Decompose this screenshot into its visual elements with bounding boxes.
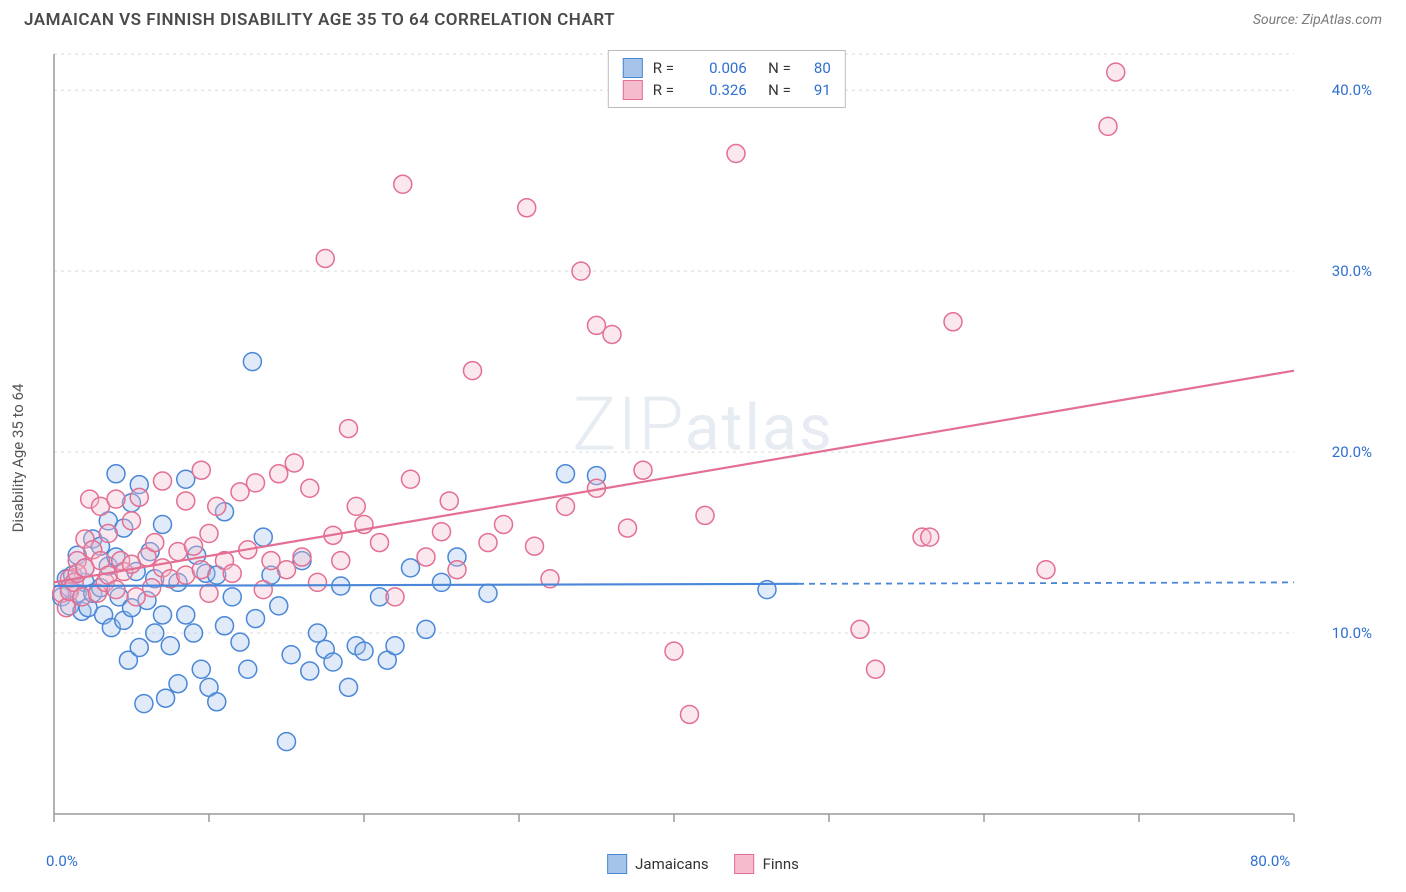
swatch-finns <box>623 80 643 100</box>
n-value-jamaicans: 80 <box>801 57 831 79</box>
y-tick-label: 10.0% <box>1332 624 1372 642</box>
legend-item-finns: Finns <box>735 854 799 874</box>
r-value-jamaicans: 0.006 <box>693 57 747 79</box>
n-value-finns: 91 <box>801 79 831 101</box>
r-label: R = <box>653 79 683 101</box>
y-tick-label: 40.0% <box>1332 81 1372 99</box>
y-axis-label: Disability Age 35 to 64 <box>9 384 27 533</box>
y-tick-label: 30.0% <box>1332 262 1372 280</box>
scatter-chart <box>24 44 1314 844</box>
chart-title: JAMAICAN VS FINNISH DISABILITY AGE 35 TO… <box>24 10 615 30</box>
series-legend: Jamaicans Finns <box>607 854 799 874</box>
r-label: R = <box>653 57 683 79</box>
x-tick-label: 80.0% <box>1250 852 1290 870</box>
x-tick-label: 0.0% <box>46 852 78 870</box>
legend-label-jamaicans: Jamaicans <box>635 855 708 873</box>
chart-area: Disability Age 35 to 64 ZIPatlas R = 0.0… <box>24 44 1382 872</box>
legend-item-jamaicans: Jamaicans <box>607 854 708 874</box>
legend-label-finns: Finns <box>763 855 799 873</box>
swatch-jamaicans <box>607 854 627 874</box>
r-value-finns: 0.326 <box>693 79 747 101</box>
legend-row-jamaicans: R = 0.006 N = 80 <box>623 57 831 79</box>
y-tick-label: 20.0% <box>1332 443 1372 461</box>
correlation-legend: R = 0.006 N = 80 R = 0.326 N = 91 <box>608 50 846 108</box>
source-label: Source: ZipAtlas.com <box>1253 12 1382 28</box>
swatch-finns <box>735 854 755 874</box>
swatch-jamaicans <box>623 58 643 78</box>
legend-row-finns: R = 0.326 N = 91 <box>623 79 831 101</box>
n-label: N = <box>757 57 791 79</box>
n-label: N = <box>757 79 791 101</box>
